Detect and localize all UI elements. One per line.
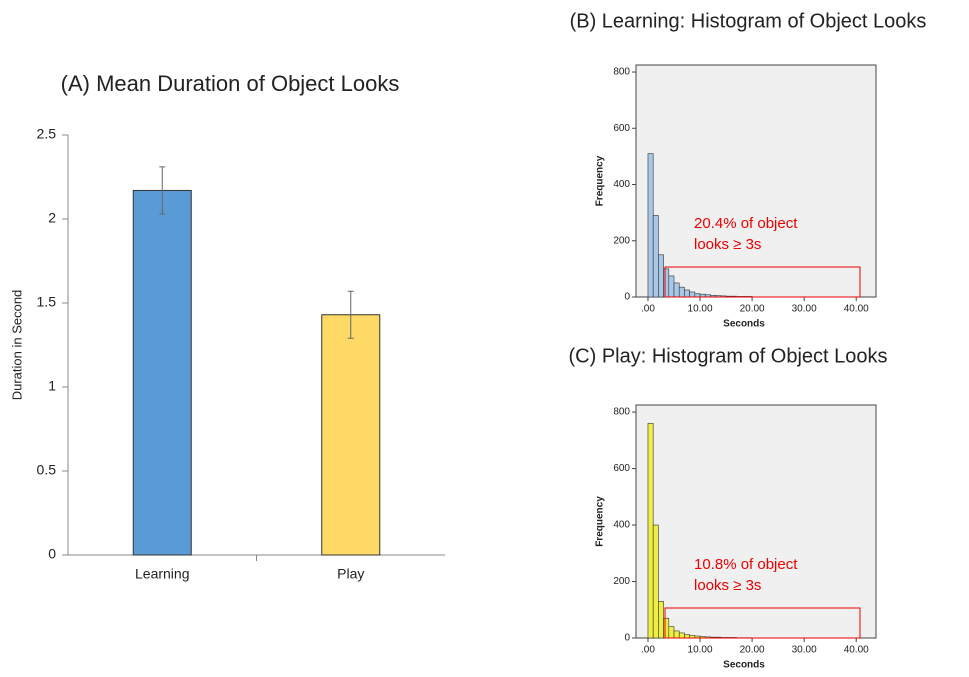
bar [321, 314, 381, 556]
y-tick-label: 2 [48, 210, 56, 226]
histogram-bar [689, 291, 696, 298]
x-tick-label: 40.00 [844, 304, 869, 315]
histogram-bar [668, 626, 675, 639]
y-tick-label: 600 [613, 463, 630, 474]
x-axis-label: Seconds [723, 319, 765, 330]
x-tick-label: 10.00 [688, 645, 713, 656]
y-tick-label: 0 [624, 292, 630, 303]
y-tick-label: 200 [613, 235, 630, 246]
y-tick-label: 400 [613, 179, 630, 190]
histogram-bar [652, 524, 659, 639]
histogram-bar [652, 215, 659, 298]
error-bar [347, 290, 354, 339]
y-tick-label: 1 [48, 378, 56, 394]
x-tick-label: 40.00 [844, 645, 869, 656]
x-tick-label: .00 [641, 304, 655, 315]
x-tick-label: 30.00 [792, 304, 817, 315]
highlight-box [664, 266, 861, 298]
x-tick-label: Learning [135, 566, 190, 582]
highlight-box [664, 607, 861, 639]
histogram-bar [663, 268, 670, 298]
histogram-bar [684, 634, 690, 639]
y-tick-label: 0 [624, 633, 630, 644]
annotation: 20.4% of object [694, 215, 798, 232]
y-tick-label: 800 [613, 67, 630, 78]
histogram-bar [678, 632, 685, 639]
annotation: looks ≥ 3s [694, 577, 761, 594]
y-axis-label: Frequency [595, 155, 606, 206]
y-tick-label: 800 [613, 407, 630, 418]
histogram-bar [668, 275, 675, 298]
y-tick-label: 0.5 [37, 462, 57, 478]
y-tick-label: 0 [48, 546, 56, 562]
y-axis-label: Frequency [595, 496, 606, 547]
x-axis-label: Seconds [723, 660, 765, 671]
y-axis-label: Duration in Second [9, 290, 24, 401]
histogram-bar [658, 600, 664, 639]
annotation: 10.8% of object [694, 556, 798, 573]
x-tick-label: 30.00 [792, 645, 817, 656]
histogram-bar [684, 289, 690, 298]
histogram-bar [678, 286, 685, 298]
chart-title: (B) Learning: Histogram of Object Looks [570, 10, 927, 32]
x-tick-label: .00 [641, 645, 655, 656]
x-tick-label: 10.00 [688, 304, 713, 315]
chart-title: (C) Play: Histogram of Object Looks [569, 345, 888, 367]
error-bar [159, 166, 166, 215]
chart-title: (A) Mean Duration of Object Looks [61, 71, 400, 96]
annotation: looks ≥ 3s [694, 236, 761, 253]
histogram-bar [663, 617, 670, 639]
histogram-bar [673, 630, 680, 639]
y-tick-label: 400 [613, 520, 630, 531]
y-tick-label: 200 [613, 576, 630, 587]
histogram-bar [673, 282, 680, 298]
x-tick-label: 20.00 [740, 304, 765, 315]
histogram-bar [694, 293, 701, 298]
y-tick-label: 2.5 [37, 126, 57, 142]
x-tick-label: Play [337, 566, 364, 582]
histogram-bar [647, 423, 654, 639]
x-tick-label: 20.00 [740, 645, 765, 656]
plot-area [635, 404, 877, 639]
y-tick-label: 1.5 [37, 294, 57, 310]
y-tick-label: 600 [613, 123, 630, 134]
histogram-bar [647, 153, 654, 298]
bar [132, 189, 192, 556]
histogram-bar [658, 254, 664, 298]
plot-area [635, 64, 877, 298]
